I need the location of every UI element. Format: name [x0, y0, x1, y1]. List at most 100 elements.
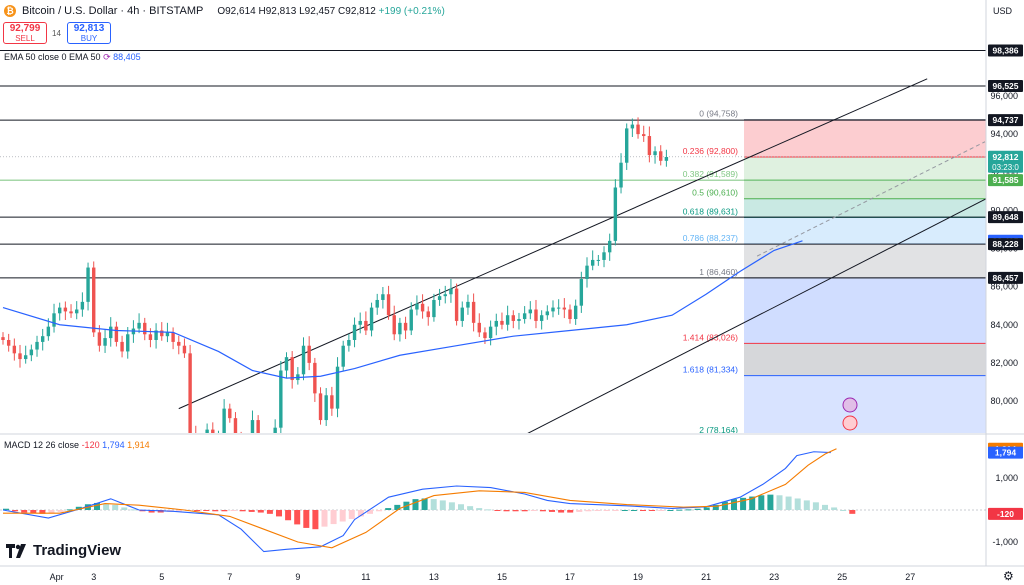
macd-histogram-bar: [303, 510, 310, 528]
candle-body: [46, 326, 51, 337]
macd-legend-label: MACD 12 26 close: [4, 440, 80, 450]
price-tag-label: 92,812: [993, 152, 1019, 162]
time-tick-label: 25: [837, 572, 847, 582]
candle-body: [653, 151, 657, 156]
candle-body: [392, 315, 396, 335]
macd-legend[interactable]: MACD 12 26 close -120 1,794 1,914: [4, 440, 150, 450]
price-tag: [988, 44, 1023, 57]
price-tag-label: 96,525: [993, 81, 1019, 91]
symbol-title[interactable]: Bitcoin / U.S. Dollar · 4h · BITSTAMP: [22, 5, 204, 17]
macd-histogram-bar: [94, 502, 100, 510]
macd-histogram-bar: [430, 499, 437, 510]
currency-label[interactable]: USD: [993, 6, 1013, 16]
price-tick-label: 96,000: [990, 91, 1018, 101]
macd-histogram-bar: [257, 510, 264, 513]
macd-histogram-bar: [276, 510, 282, 517]
candle-body: [120, 341, 124, 352]
candle-body: [420, 303, 425, 312]
candle-body: [97, 332, 102, 346]
candle-body: [573, 305, 578, 320]
macd-histogram-bar: [48, 510, 55, 514]
candle-body: [330, 395, 334, 409]
fib-zone: [744, 119, 986, 157]
fib-level-label: 1 (86,460): [699, 267, 738, 277]
candle-body: [607, 240, 612, 253]
candle-body: [505, 315, 510, 325]
macd-histogram-bar: [621, 510, 628, 511]
macd-histogram-bar: [3, 508, 9, 510]
ohlc-open: O92,614: [217, 5, 256, 17]
settings-icon[interactable]: ⚙: [1003, 569, 1014, 583]
macd-histogram-bar: [339, 510, 346, 522]
macd-histogram-bar: [330, 510, 337, 525]
candle-body: [273, 427, 277, 433]
fib-level-label: 0.236 (92,800): [683, 146, 738, 156]
candle-body: [40, 336, 45, 342]
macd-histogram-bar: [576, 510, 583, 512]
macd-histogram-bar: [849, 510, 856, 514]
sell-button[interactable]: 92,799 SELL: [3, 22, 47, 44]
candle-body: [636, 124, 640, 135]
time-tick-label: 13: [429, 572, 439, 582]
macd-histogram-bar: [558, 510, 565, 513]
candle-body: [250, 420, 255, 433]
candle-body: [86, 267, 90, 302]
candle-body: [528, 309, 533, 314]
macd-histogram-bar: [266, 510, 273, 514]
price-tag-label: 88,228: [993, 239, 1019, 249]
macd-histogram-bar: [549, 510, 555, 512]
macd-histogram-bar: [112, 504, 119, 510]
fib-zone: [744, 277, 986, 344]
time-tick-label: 15: [497, 572, 507, 582]
macd-histogram-bar: [794, 498, 801, 510]
candle-body: [262, 475, 265, 498]
candle-body: [1, 337, 5, 340]
price-tick-label: 82,000: [990, 358, 1018, 368]
candle-body: [194, 435, 197, 500]
price-tick-label: 84,000: [990, 320, 1018, 330]
macd-histogram-bar: [476, 508, 483, 510]
candle-body: [488, 326, 493, 339]
candle-body: [239, 439, 242, 452]
candle-body: [352, 324, 357, 340]
candle-body: [585, 265, 589, 279]
price-tag-label: 86,457: [993, 273, 1019, 283]
price-tag: [988, 211, 1023, 224]
chart-header: ₿ Bitcoin / U.S. Dollar · 4h · BITSTAMP …: [0, 0, 445, 22]
macd-tag: [988, 446, 1023, 459]
macd-histogram-bar: [130, 509, 137, 511]
candle-body: [551, 307, 555, 312]
macd-histogram-bar: [294, 510, 301, 525]
macd-histogram-bar: [667, 510, 674, 511]
ema-legend[interactable]: EMA 50 close 0 EMA 50 ⟳ 88,405: [4, 52, 141, 63]
candle-body: [80, 301, 85, 310]
candle-body: [562, 307, 567, 310]
price-tag-label: 94,737: [993, 115, 1019, 125]
candle-body: [556, 307, 561, 309]
candle-body: [375, 299, 379, 308]
macd-histogram-bar: [285, 510, 292, 521]
price-tag-countdown: 03:23:0: [992, 163, 1019, 172]
ohlc-readout: O92,614 H92,813 L92,457 C92,812 +199 (+0…: [217, 6, 444, 17]
macd-histogram-bar: [567, 510, 574, 513]
buy-button[interactable]: 92,813 BUY: [67, 22, 111, 44]
macd-legend-signal: 1,914: [127, 440, 150, 450]
macd-histogram-bar: [658, 510, 665, 511]
time-tick-label: Apr: [50, 572, 64, 582]
candle-body: [228, 408, 232, 419]
candle-body: [188, 353, 192, 433]
macd-histogram-bar: [749, 496, 756, 510]
candle-body: [324, 395, 328, 421]
macd-legend-hist: -120: [81, 440, 100, 450]
macd-histogram-bar: [585, 510, 592, 512]
fib-level-label: 1.414 (83,026): [683, 332, 738, 342]
macd-histogram-bar: [385, 508, 392, 510]
fib-zone: [744, 217, 986, 244]
candle-body: [539, 315, 544, 321]
candle-body: [109, 326, 113, 339]
candle-body: [664, 157, 669, 161]
candle-body: [35, 341, 39, 350]
macd-histogram-bar: [640, 510, 646, 511]
price-tag: [988, 238, 1023, 251]
